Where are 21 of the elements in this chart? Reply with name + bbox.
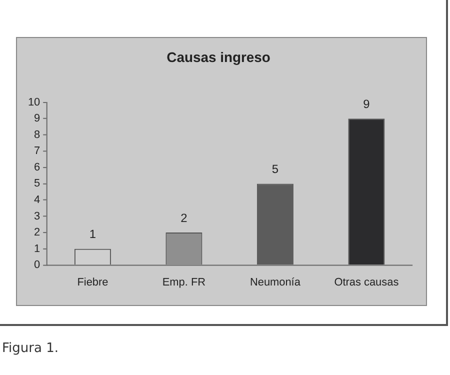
data-label: 5 [272, 162, 279, 176]
data-label: 1 [89, 227, 96, 242]
y-tick-label: 2 [34, 226, 40, 239]
text: Figura 1. [2, 341, 58, 356]
y-tick-label: 1 [34, 242, 40, 255]
y-tick-label: 8 [34, 128, 40, 141]
y-tick-label: 5 [34, 178, 40, 190]
x-tick-label: Otras causas [334, 276, 400, 289]
data-label: 2 [180, 210, 188, 225]
x-tick-label: Emp. FR [162, 276, 206, 289]
y-tick-label: 10 [28, 96, 40, 108]
x-tick-label: Fiebre [77, 276, 108, 289]
y-tick-label: 4 [34, 194, 40, 206]
y-tick-label: 0 [34, 259, 40, 272]
x-tick-label: Neumonía [250, 276, 302, 289]
y-tick-label: 7 [34, 145, 40, 158]
data-label: 9 [363, 97, 370, 111]
y-tick-label: 9 [34, 112, 40, 125]
chart-title: Causas ingreso [166, 49, 270, 66]
y-tick-label: 6 [34, 161, 40, 174]
y-tick-label: 3 [34, 210, 40, 222]
